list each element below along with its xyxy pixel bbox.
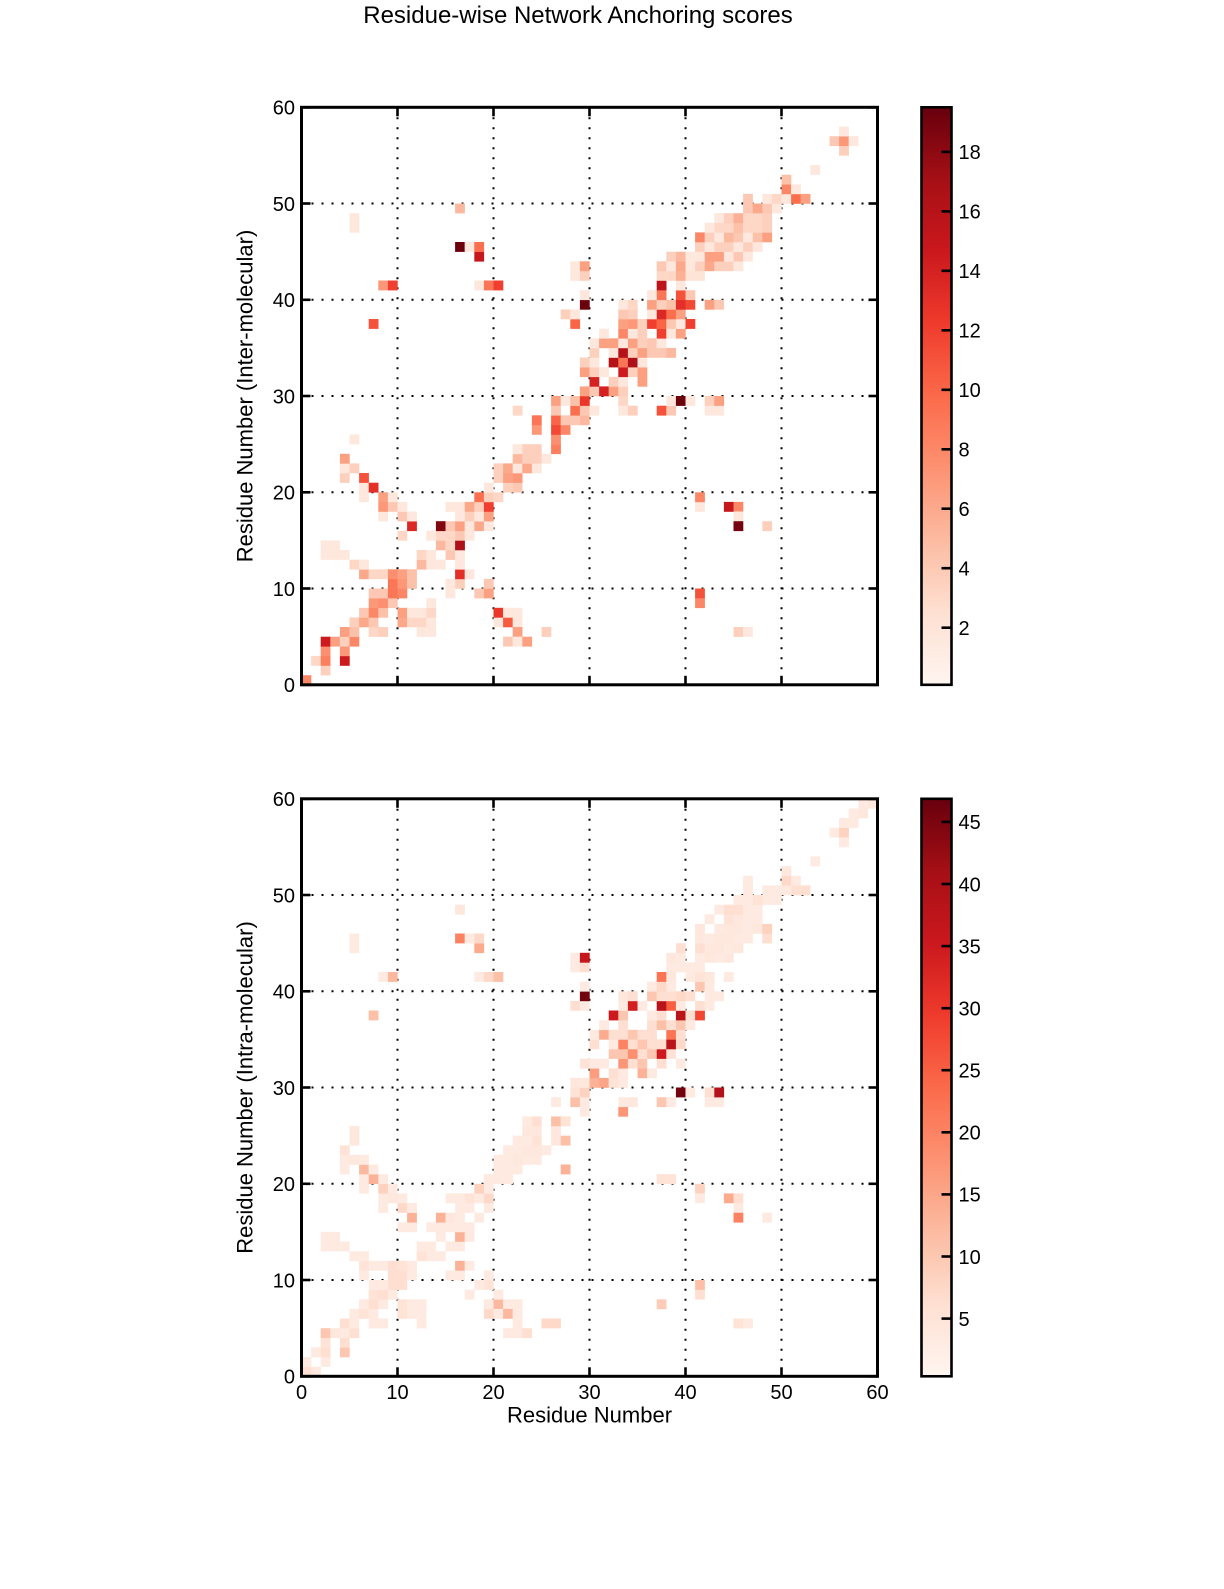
svg-text:16: 16 [959, 202, 981, 224]
svg-text:30: 30 [959, 999, 981, 1021]
svg-text:35: 35 [959, 936, 981, 958]
svg-text:60: 60 [273, 789, 295, 811]
svg-text:6: 6 [959, 499, 970, 521]
svg-text:10: 10 [273, 579, 295, 601]
svg-text:10: 10 [959, 1247, 981, 1269]
svg-text:0: 0 [284, 1367, 295, 1389]
svg-text:0: 0 [284, 675, 295, 697]
svg-text:50: 50 [273, 885, 295, 907]
svg-text:Residue Number: Residue Number [507, 1402, 672, 1427]
svg-text:10: 10 [273, 1270, 295, 1292]
svg-text:40: 40 [273, 290, 295, 312]
svg-text:30: 30 [273, 1078, 295, 1100]
svg-text:15: 15 [959, 1185, 981, 1207]
svg-text:60: 60 [866, 1382, 888, 1404]
svg-text:40: 40 [959, 874, 981, 896]
svg-text:Residue Number (Intra-molecula: Residue Number (Intra-molecular) [233, 921, 258, 1254]
svg-text:12: 12 [959, 321, 981, 343]
svg-text:40: 40 [674, 1382, 696, 1404]
svg-text:40: 40 [273, 982, 295, 1004]
svg-text:0: 0 [296, 1382, 307, 1404]
svg-text:45: 45 [959, 812, 981, 834]
svg-text:25: 25 [959, 1061, 981, 1083]
svg-text:10: 10 [959, 380, 981, 402]
svg-text:10: 10 [386, 1382, 408, 1404]
svg-text:18: 18 [959, 142, 981, 164]
svg-text:20: 20 [959, 1123, 981, 1145]
svg-text:20: 20 [482, 1382, 504, 1404]
svg-text:2: 2 [959, 618, 970, 640]
svg-text:20: 20 [273, 1174, 295, 1196]
svg-text:14: 14 [959, 261, 981, 283]
svg-text:5: 5 [959, 1309, 970, 1331]
svg-text:30: 30 [273, 386, 295, 408]
svg-text:4: 4 [959, 559, 970, 581]
svg-text:20: 20 [273, 483, 295, 505]
svg-text:30: 30 [578, 1382, 600, 1404]
svg-text:60: 60 [273, 98, 295, 120]
svg-text:Residue Number (Inter-molecula: Residue Number (Inter-molecular) [233, 230, 258, 563]
svg-text:50: 50 [273, 194, 295, 216]
svg-text:8: 8 [959, 440, 970, 462]
svg-text:Residue-wise Network Anchoring: Residue-wise Network Anchoring scores [363, 2, 793, 29]
svg-text:50: 50 [770, 1382, 792, 1404]
